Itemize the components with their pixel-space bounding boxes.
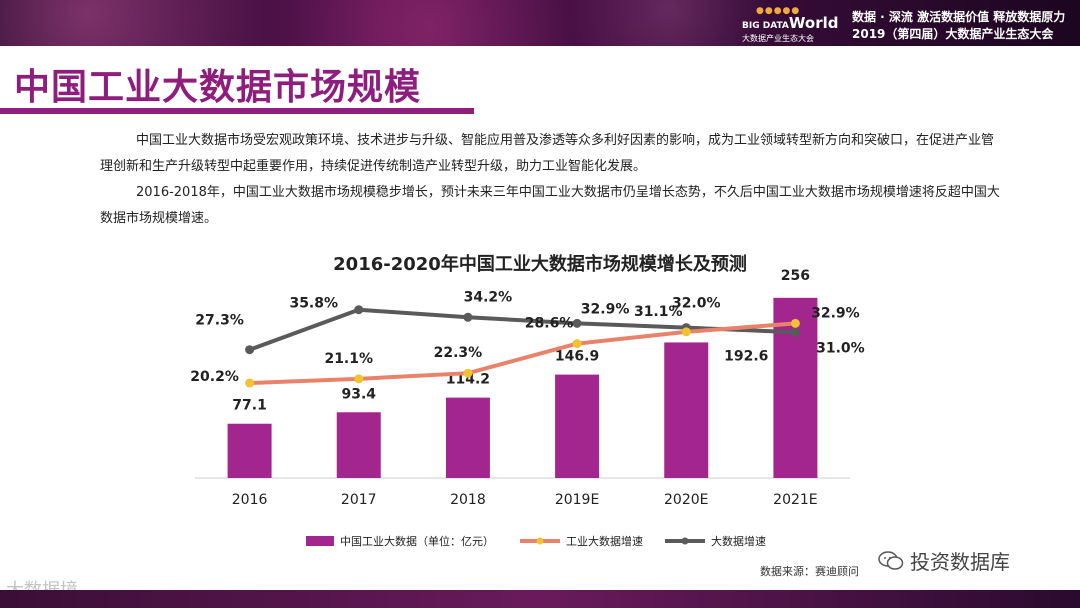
- legend-bar-label: 中国工业大数据（单位：亿元）: [340, 534, 494, 548]
- legend-industrial-label: 工业大数据增速: [566, 534, 643, 548]
- bar-2020E: [664, 342, 708, 478]
- big-data-rate-point-2019E: [573, 319, 582, 328]
- big-data-rate-label-2016: 27.3%: [195, 313, 244, 329]
- category-label-2019E: 2019E: [555, 492, 599, 508]
- watermark-right: 投资数据库: [878, 546, 1010, 575]
- bottom-band: [0, 590, 1080, 608]
- market-size-chart: 77.193.4114.2146.9 192.625620.2%21.1% 22.3…: [0, 0, 1080, 608]
- industrial-rate-label-2021E: 32.9%: [811, 305, 860, 321]
- big-data-rate-label-2020E: 32.0%: [672, 296, 721, 312]
- category-label-2021E: 2021E: [773, 492, 817, 508]
- industrial-rate-point-2016: [245, 379, 254, 388]
- big-data-rate-point-2018: [463, 313, 472, 322]
- industrial-rate-point-2020E: [682, 327, 691, 336]
- industrial-rate-point-2019E: [573, 339, 582, 348]
- bar-label-2020E: 192.6: [724, 348, 768, 364]
- big-data-rate-point-2017: [354, 305, 363, 314]
- legend-bar-swatch: [306, 536, 334, 546]
- category-label-2018: 2018: [450, 492, 486, 508]
- bar-2019E: [555, 375, 599, 478]
- legend-big-data-marker: [682, 538, 689, 545]
- legend-industrial-marker: [537, 538, 544, 545]
- bar-label-2019E: 146.9: [555, 349, 599, 365]
- industrial-rate-label-2017: 21.1%: [324, 351, 373, 367]
- industrial-rate-point-2018: [463, 369, 472, 378]
- big-data-rate-point-2021E: [791, 328, 800, 337]
- watermark-right-text: 投资数据库: [910, 546, 1010, 575]
- industrial-rate-label-2019E: 28.6%: [525, 316, 574, 332]
- industrial-rate-label-2016: 20.2%: [190, 369, 239, 385]
- industrial-rate-label-2018: 22.3%: [434, 345, 483, 361]
- category-label-2016: 2016: [232, 492, 268, 508]
- bar-2016: [228, 424, 272, 478]
- big-data-rate-label-2017: 35.8%: [289, 296, 338, 312]
- bar-label-2017: 93.4: [341, 386, 376, 402]
- bar-2018: [446, 398, 490, 478]
- category-label-2020E: 2020E: [664, 492, 708, 508]
- big-data-rate-label-2018: 34.2%: [464, 289, 513, 305]
- bar-2017: [337, 412, 381, 478]
- industrial-rate-point-2021E: [791, 319, 800, 328]
- data-source: 数据来源：赛迪顾问: [760, 563, 859, 579]
- wechat-icon: [878, 551, 904, 571]
- big-data-rate-label-2019E: 32.9%: [581, 301, 630, 317]
- big-data-rate-point-2016: [245, 345, 254, 354]
- legend-big-data-label: 大数据增速: [711, 534, 766, 548]
- bar-label-2016: 77.1: [232, 398, 267, 414]
- big-data-rate-label-2021E: 31.0%: [816, 340, 865, 356]
- industrial-rate-point-2017: [354, 374, 363, 383]
- bar-label-2021E: 256: [781, 268, 810, 284]
- category-label-2017: 2017: [341, 492, 377, 508]
